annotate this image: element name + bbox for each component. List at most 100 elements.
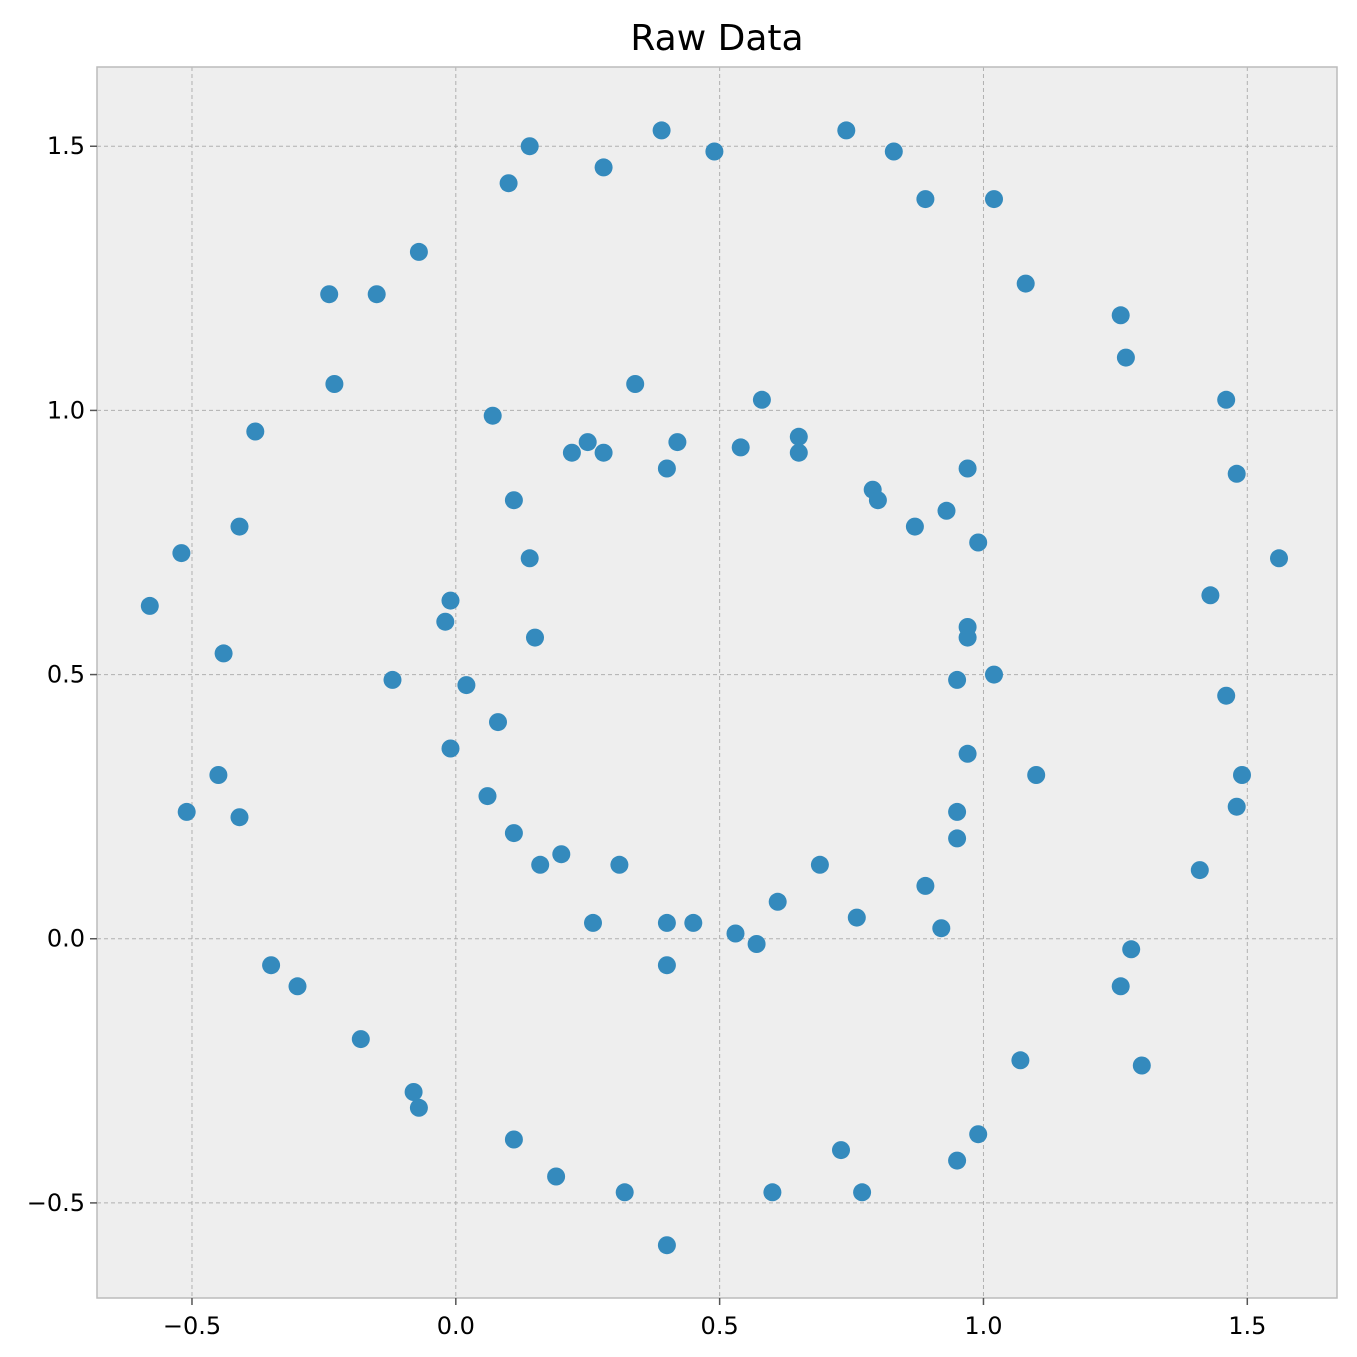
- scatter-point: [246, 422, 265, 441]
- scatter-point: [705, 142, 724, 161]
- scatter-point: [288, 977, 307, 996]
- scatter-point: [1270, 549, 1288, 568]
- x-tick-label: 1.0: [964, 1312, 1002, 1340]
- scatter-point: [409, 1098, 428, 1117]
- scatter-point: [478, 787, 497, 806]
- plot-frame: [96, 66, 1338, 1299]
- scatter-point: [810, 855, 829, 874]
- scatter-point: [905, 517, 924, 536]
- scatter-point: [726, 924, 745, 943]
- scatter-point: [520, 137, 539, 156]
- scatter-point: [1011, 1051, 1030, 1070]
- grid: [97, 67, 1337, 1298]
- scatter-point: [958, 744, 977, 763]
- scatter-point: [657, 1236, 676, 1255]
- axis-ticks: −0.5 0.0 0.5 1.0 1.5 −0.5 0.0 0.5 1.0 1.5: [27, 132, 1267, 1340]
- scatter-point: [1132, 1056, 1151, 1075]
- scatter-point: [958, 459, 977, 478]
- scatter-point: [504, 491, 523, 510]
- scatter-point: [457, 676, 476, 695]
- scatter-point: [594, 443, 613, 462]
- scatter-point: [404, 1083, 423, 1101]
- scatter-point: [172, 544, 191, 563]
- scatter-point: [351, 1030, 370, 1049]
- scatter-point: [584, 913, 602, 932]
- scatter-point: [969, 1125, 988, 1144]
- scatter-point: [684, 913, 703, 932]
- scatter-point: [1217, 686, 1236, 705]
- scatter-point: [499, 174, 518, 193]
- scatter-point: [752, 390, 771, 409]
- scatter-point: [1227, 797, 1246, 816]
- scatter-point: [789, 427, 808, 446]
- scatter-point: [868, 491, 887, 510]
- scatter-point: [1122, 940, 1141, 959]
- scatter-point: [884, 142, 903, 161]
- scatter-point: [985, 190, 1003, 209]
- scatter-point: [916, 190, 935, 209]
- scatter-point: [853, 1183, 872, 1202]
- x-tick-label: 0.5: [701, 1312, 739, 1340]
- scatter-point: [520, 549, 539, 568]
- scatter-point: [1016, 274, 1035, 293]
- scatter-point: [209, 766, 228, 784]
- scatter-point: [441, 591, 460, 610]
- scatter-point: [626, 375, 645, 393]
- scatter-point: [547, 1167, 566, 1186]
- scatter-point: [837, 121, 856, 140]
- scatter-point: [948, 802, 967, 821]
- scatter-point: [610, 855, 629, 874]
- scatter-point: [531, 855, 550, 874]
- scatter-point: [1217, 390, 1236, 409]
- scatter-point: [320, 285, 339, 304]
- scatter-point: [768, 892, 787, 911]
- scatter-point: [436, 612, 455, 631]
- y-tick-label: −0.5: [27, 1189, 85, 1217]
- scatter-point: [552, 845, 571, 864]
- scatter-point: [932, 919, 951, 938]
- scatter-point: [847, 908, 866, 927]
- scatter-point: [958, 628, 977, 647]
- scatter-point: [578, 433, 597, 452]
- scatter-point: [441, 739, 460, 758]
- scatter-point: [367, 285, 386, 304]
- scatter-point: [325, 375, 344, 393]
- scatter-point: [789, 443, 808, 462]
- y-tick-label: 0.5: [47, 661, 85, 689]
- y-tick-label: 0.0: [47, 925, 85, 953]
- scatter-point: [985, 665, 1003, 684]
- scatter-point: [1027, 766, 1046, 784]
- scatter-point: [483, 406, 502, 425]
- scatter-point: [504, 824, 523, 843]
- scatter-point: [489, 713, 507, 732]
- scatter-point: [1190, 861, 1209, 880]
- scatter-point: [747, 935, 766, 953]
- scatter-point: [140, 596, 159, 615]
- scatter-point: [230, 808, 249, 827]
- scatter-point: [657, 913, 676, 932]
- scatter-point: [969, 533, 988, 552]
- scatter-point: [594, 158, 613, 177]
- scatter-point: [262, 956, 281, 975]
- scatter-point: [937, 501, 956, 520]
- scatter-point: [383, 670, 402, 689]
- scatter-point: [657, 459, 676, 478]
- scatter-point: [562, 443, 581, 462]
- chart-title: Raw Data: [630, 18, 803, 59]
- scatter-point: [657, 956, 676, 975]
- scatter-point: [668, 433, 687, 452]
- scatter-point: [731, 438, 750, 457]
- x-tick-label: 1.5: [1228, 1312, 1266, 1340]
- scatter-point: [948, 670, 967, 689]
- scatter-point: [948, 829, 967, 848]
- x-tick-label: 0.0: [437, 1312, 475, 1340]
- scatter-point: [1233, 766, 1251, 784]
- x-tick-label: −0.5: [163, 1312, 221, 1340]
- y-tick-label: 1.5: [47, 132, 85, 160]
- scatter-point: [526, 628, 544, 647]
- scatter-point: [177, 802, 196, 821]
- scatter-point: [1111, 977, 1130, 996]
- plot-area: [97, 67, 1337, 1298]
- scatter-point: [916, 876, 935, 895]
- scatter-point: [1227, 464, 1246, 483]
